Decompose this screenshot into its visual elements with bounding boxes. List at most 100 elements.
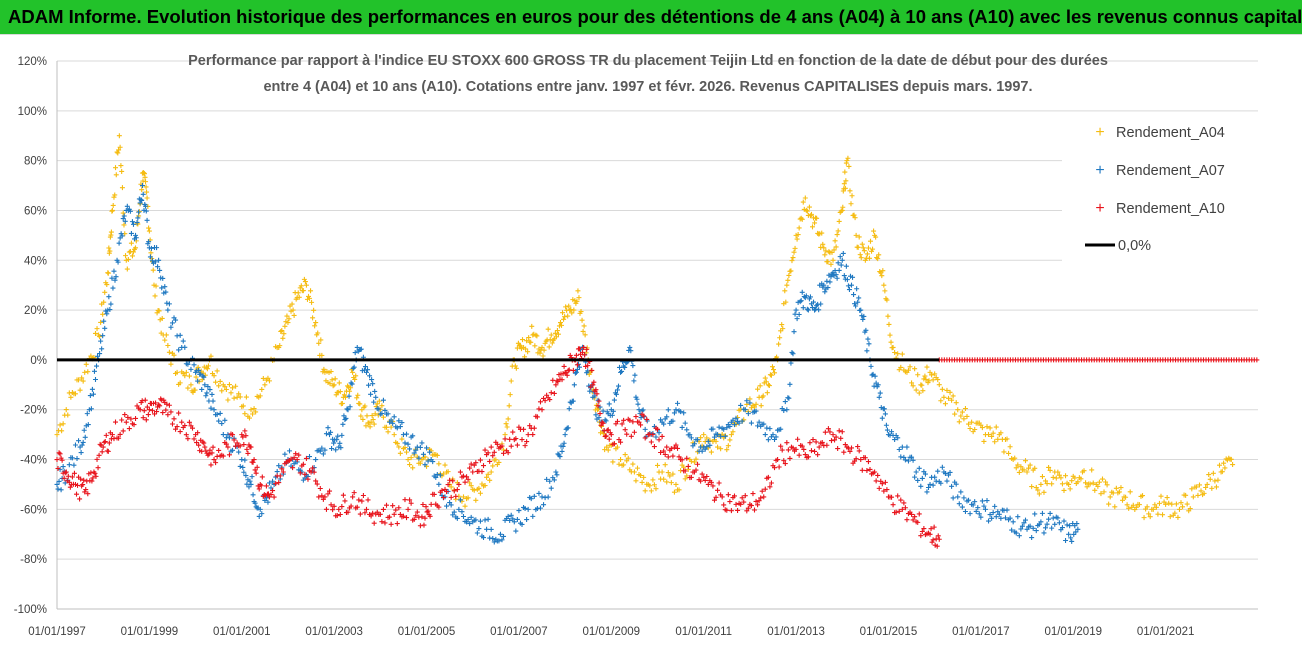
- data-point-fill: [123, 253, 129, 259]
- data-point: [849, 282, 855, 288]
- data-point: [137, 407, 143, 413]
- data-point-fill: [665, 470, 671, 476]
- data-point-fill: [650, 477, 656, 483]
- data-point-fill: [574, 362, 580, 368]
- data-point: [673, 407, 679, 413]
- data-point-fill: [915, 519, 921, 525]
- data-point-fill: [566, 303, 572, 309]
- data-point: [405, 457, 411, 463]
- data-point-fill: [790, 255, 796, 261]
- data-point-fill: [487, 477, 493, 483]
- data-point-fill: [779, 447, 785, 453]
- data-point: [562, 432, 568, 438]
- data-point-fill: [664, 414, 670, 420]
- data-point-fill: [664, 479, 670, 485]
- data-point-fill: [76, 377, 82, 383]
- data-point: [1066, 531, 1072, 537]
- data-point-fill: [485, 471, 491, 477]
- data-point-fill: [946, 472, 952, 478]
- data-point-fill: [290, 307, 296, 313]
- data-point-fill: [1140, 493, 1146, 499]
- data-point-fill: [762, 486, 768, 492]
- data-point: [363, 506, 369, 512]
- data-point-fill: [944, 387, 950, 393]
- data-point-fill: [166, 349, 172, 355]
- data-point-fill: [240, 434, 246, 440]
- data-point-fill: [684, 473, 690, 479]
- data-point-fill: [482, 517, 488, 523]
- data-point-fill: [973, 508, 979, 514]
- data-point-fill: [420, 502, 426, 508]
- data-point-fill: [699, 448, 705, 454]
- data-point-fill: [319, 445, 325, 451]
- x-tick-label: 01/01/2009: [583, 626, 641, 638]
- data-point-fill: [71, 470, 77, 476]
- data-point-fill: [582, 332, 588, 338]
- data-point-fill: [1058, 475, 1064, 481]
- data-point-fill: [551, 477, 557, 483]
- data-point-fill: [225, 397, 231, 403]
- data-point-fill: [287, 448, 293, 454]
- data-point-fill: [1069, 478, 1075, 484]
- x-tick-label: 01/01/2013: [767, 626, 825, 638]
- data-point-fill: [128, 416, 134, 422]
- data-point-fill: [372, 388, 378, 394]
- data-point-fill: [168, 324, 174, 330]
- data-point-fill: [328, 369, 334, 375]
- data-point-fill: [402, 445, 408, 451]
- data-point-fill: [451, 488, 457, 494]
- data-point-fill: [942, 470, 948, 476]
- data-point-fill: [340, 421, 346, 427]
- data-point-fill: [638, 415, 644, 421]
- data-point-fill: [1007, 444, 1013, 450]
- data-point-fill: [895, 351, 901, 357]
- data-point-fill: [357, 401, 363, 407]
- data-point-fill: [368, 391, 374, 397]
- data-point-fill: [376, 406, 382, 412]
- data-point-fill: [1021, 467, 1027, 473]
- chart-area: 120% 100% 80% 60% 40% 20% 0% -20% -40% -60% -80% -1…: [0, 34, 1302, 647]
- data-point-fill: [600, 420, 606, 426]
- data-point-fill: [896, 508, 902, 514]
- data-point-fill: [815, 452, 821, 458]
- data-point: [502, 432, 508, 438]
- data-point-fill: [918, 533, 924, 539]
- data-point-fill: [144, 217, 150, 223]
- data-point-fill: [88, 470, 94, 476]
- data-point-fill: [393, 507, 399, 513]
- data-point-fill: [351, 490, 357, 496]
- data-point-fill: [1013, 465, 1019, 471]
- data-point-fill: [688, 474, 694, 480]
- data-point-fill: [1110, 490, 1116, 496]
- data-point-fill: [427, 513, 433, 519]
- data-point-fill: [964, 413, 970, 419]
- data-point-fill: [1206, 472, 1212, 478]
- data-point-fill: [882, 479, 888, 485]
- data-point-fill: [813, 306, 819, 312]
- data-point-fill: [605, 427, 611, 433]
- data-point-fill: [490, 536, 496, 542]
- data-point: [123, 419, 129, 425]
- data-point-fill: [279, 466, 285, 472]
- data-point-fill: [220, 432, 226, 438]
- data-point-fill: [142, 397, 148, 403]
- data-point-fill: [1012, 455, 1018, 461]
- data-point-fill: [74, 456, 80, 462]
- data-point-fill: [796, 225, 802, 231]
- data-point: [391, 511, 397, 517]
- data-point-fill: [545, 494, 551, 500]
- data-point-fill: [436, 504, 442, 510]
- data-point-fill: [647, 483, 653, 489]
- data-point: [248, 444, 254, 450]
- data-point-fill: [676, 454, 682, 460]
- data-point-fill: [143, 179, 149, 185]
- data-point-fill: [334, 437, 340, 443]
- data-point-fill: [990, 430, 996, 436]
- data-point-fill: [323, 506, 329, 512]
- data-point-fill: [655, 462, 660, 468]
- data-point-fill: [482, 447, 488, 453]
- data-point-fill: [824, 278, 830, 284]
- data-point-fill: [843, 178, 849, 184]
- data-point-fill: [561, 440, 567, 446]
- data-point-fill: [724, 507, 730, 513]
